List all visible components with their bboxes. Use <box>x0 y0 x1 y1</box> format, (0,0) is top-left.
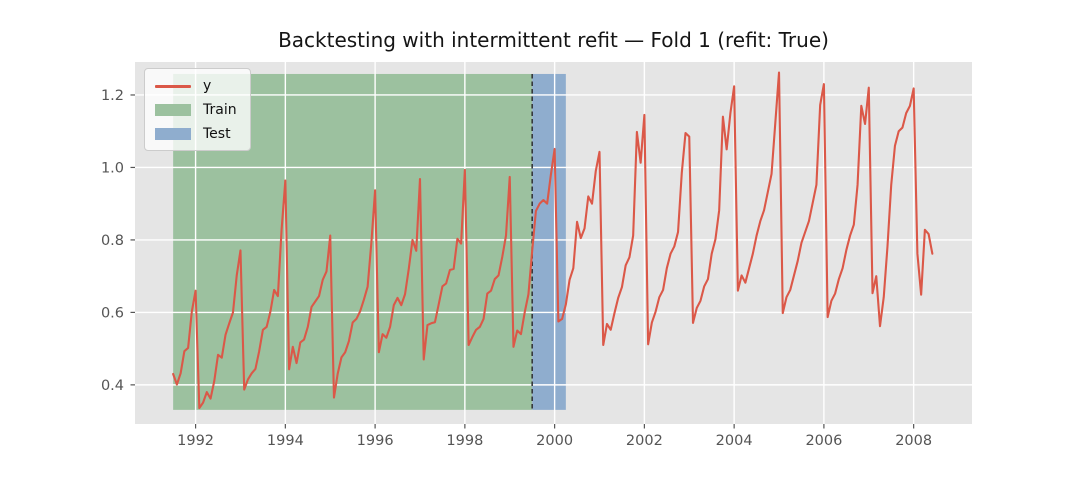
legend-patch-swatch <box>155 103 191 116</box>
legend-label: Train <box>203 101 237 118</box>
x-tick-label: 2006 <box>805 433 842 449</box>
legend-item-y: y <box>155 78 237 93</box>
x-tick-label: 2004 <box>716 433 753 449</box>
y-tick-label: 1.2 <box>101 88 124 104</box>
legend-item-test: Test <box>155 126 237 141</box>
legend-label: Test <box>203 125 231 142</box>
x-tick-label: 1996 <box>357 433 394 449</box>
y-tick-label: 1.0 <box>101 160 124 176</box>
x-tick-label: 2008 <box>895 433 932 449</box>
legend-patch-swatch <box>155 127 191 140</box>
x-tick-label: 2000 <box>536 433 573 449</box>
y-tick-label: 0.6 <box>101 305 124 321</box>
legend-label: y <box>203 77 212 94</box>
chart-legend: y Train Test <box>144 68 251 151</box>
x-tick-label: 2002 <box>626 433 663 449</box>
x-tick-label: 1992 <box>177 433 214 449</box>
y-tick-label: 0.8 <box>101 233 124 249</box>
chart-title: Backtesting with intermittent refit — Fo… <box>278 28 829 52</box>
y-tick-label: 0.4 <box>101 378 124 394</box>
test-region <box>532 73 566 410</box>
series-line-y <box>172 71 934 410</box>
x-tick-label: 1998 <box>446 433 483 449</box>
legend-item-train: Train <box>155 102 237 117</box>
legend-line-swatch <box>155 80 191 92</box>
x-tick-label: 1994 <box>267 433 304 449</box>
